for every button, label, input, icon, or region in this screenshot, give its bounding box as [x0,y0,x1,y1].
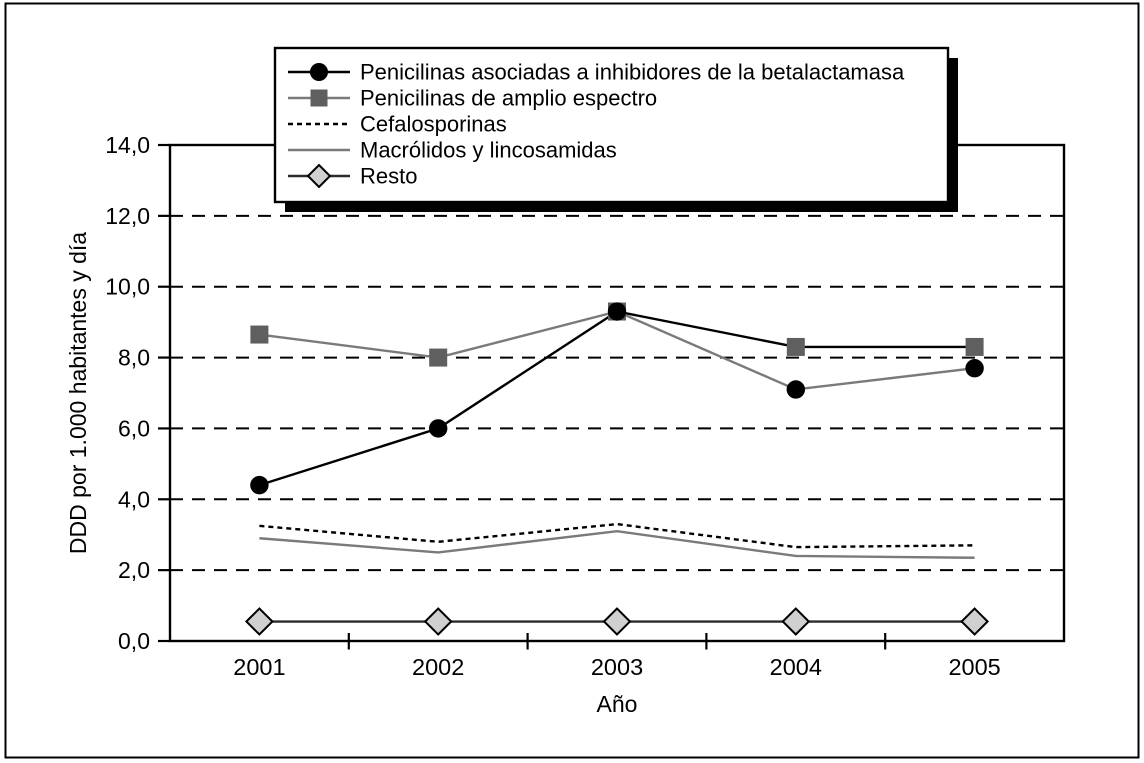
x-tick-label: 2003 [591,654,643,680]
marker-circle [607,302,627,321]
legend-label: Penicilinas de amplio espectro [360,86,657,111]
series-line-1 [259,310,975,391]
y-axis-title: DDD por 1.000 habitantes y día [65,232,91,554]
marker-square [965,337,984,356]
x-tick-label: 2004 [770,654,822,680]
legend-item: Penicilinas asociadas a inhibidores de l… [288,60,905,85]
marker-circle [250,475,269,495]
marker-diamond [960,607,990,636]
legend-label: Resto [360,164,417,189]
marker-diamond [244,607,274,636]
legend-item: Macrólidos y lincosamidas [288,138,617,163]
legend-label: Penicilinas asociadas a inhibidores de l… [360,60,905,85]
y-tick-label: 0,0 [118,628,150,654]
legend-box [273,46,950,204]
y-tick-label: 6,0 [118,415,150,441]
y-tick-label: 4,0 [118,486,150,512]
y-tick-label: 2,0 [118,557,150,583]
legend-label: Cefalosporinas [360,112,507,137]
legend: Penicilinas asociadas a inhibidores de l… [273,46,958,212]
plot-frame [168,143,1066,643]
legend-item: Resto [288,164,417,189]
series-line-2 [259,522,975,549]
x-tick-label: 2005 [948,654,1000,680]
y-tick-label: 8,0 [118,345,150,371]
figure-border [4,2,1140,759]
legend-item: Cefalosporinas [288,112,507,137]
x-tick-label: 2002 [412,654,464,680]
marker-circle [429,419,448,438]
marker-square [786,337,805,356]
marker-square [429,348,448,367]
marker-circle [786,380,805,399]
legend-item: Penicilinas de amplio espectro [288,86,657,111]
marker-diamond [423,607,453,636]
marker-diamond [781,607,811,636]
y-tick-label: 12,0 [105,203,150,229]
x-axis-title: Año [597,691,638,717]
marker-circle [965,359,984,378]
y-tick-label: 10,0 [105,274,150,300]
legend-circle-icon [310,63,328,81]
legend-label: Macrólidos y lincosamidas [360,138,617,163]
series-line-0 [259,310,975,487]
x-tick-label: 2001 [233,654,285,680]
y-tick-label: 14,0 [105,132,150,158]
legend-square-icon [310,89,328,107]
legend-diamond-icon [306,163,332,189]
marker-diamond [602,607,632,636]
marker-square [250,325,269,344]
series-line-3 [259,529,975,559]
